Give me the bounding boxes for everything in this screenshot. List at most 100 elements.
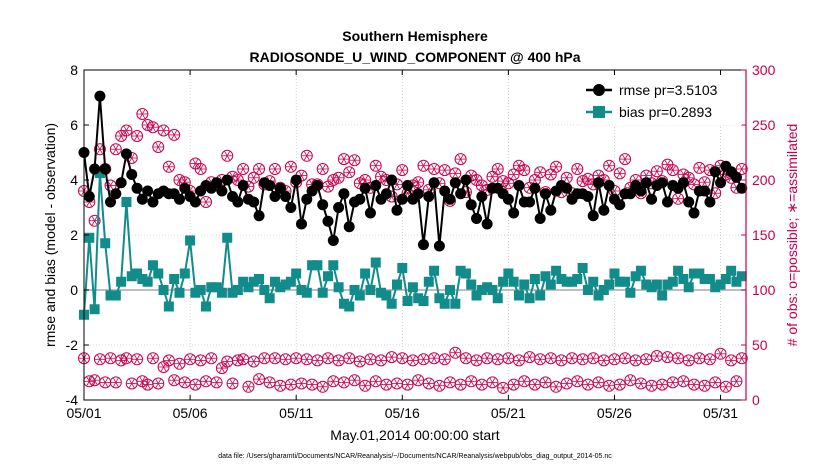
possible-obs-low-point-51 — [348, 374, 361, 387]
possible-obs-low-point-53 — [359, 379, 372, 392]
possible-obs-low-point-117 — [698, 379, 711, 392]
rmse-point-87 — [539, 188, 551, 200]
y2-tick-label-3: 150 — [752, 227, 776, 243]
possible-obs-point-6 — [109, 143, 122, 156]
possible-obs-point-111 — [666, 164, 679, 177]
bias-point-62 — [407, 282, 418, 293]
bias-point-49 — [338, 298, 349, 309]
x-tick-label-5: 05/26 — [597, 405, 632, 421]
rmse-point-42 — [301, 193, 313, 205]
possible-obs-point-33 — [253, 163, 266, 175]
bias-point-97 — [593, 290, 604, 301]
bias-point-16 — [163, 301, 174, 312]
possible-obs-low-point-31 — [242, 380, 255, 393]
bias-point-83 — [519, 279, 530, 290]
possible-obs-low-point-28 — [226, 377, 239, 390]
possible-obs-low-point-18 — [173, 357, 186, 370]
rmse-point-21 — [189, 196, 201, 208]
possible-obs-low-point-113 — [677, 375, 690, 388]
bias-point-28 — [227, 287, 238, 298]
rmse-point-107 — [646, 193, 658, 205]
possible-obs-point-117 — [698, 176, 711, 189]
rmse-point-11 — [136, 193, 148, 205]
possible-obs-low-point-16 — [162, 354, 175, 367]
bias-point-29 — [232, 285, 243, 295]
rmse-point-30 — [237, 180, 249, 191]
bias-point-74 — [471, 290, 482, 301]
possible-obs-point-13 — [146, 121, 159, 134]
possible-obs-point-124 — [735, 163, 748, 175]
bias-point-68 — [439, 298, 450, 309]
bias-point-89 — [551, 265, 562, 276]
bias-point-8 — [121, 197, 132, 207]
rmse-point-48 — [333, 202, 345, 213]
rmse-point-101 — [614, 199, 626, 211]
possible-obs-point-36 — [268, 163, 281, 175]
bias-point-102 — [620, 276, 631, 287]
rmse-point-69 — [444, 193, 456, 205]
possible-obs-low-point-21 — [189, 378, 202, 391]
bias-point-81 — [508, 276, 519, 287]
rmse-point-36 — [269, 191, 281, 202]
rmse-point-54 — [364, 207, 376, 219]
bias-point-69 — [445, 285, 456, 295]
possible-obs-low-point-97 — [592, 376, 605, 389]
rmse-point-72 — [460, 174, 472, 186]
possible-obs-point-60 — [396, 164, 409, 177]
bias-point-123 — [731, 276, 742, 287]
bias-point-9 — [126, 271, 137, 282]
y-tick-label-6: 8 — [70, 62, 78, 78]
possible-obs-low-point-91 — [560, 377, 573, 390]
rmse-point-13 — [147, 196, 159, 208]
rmse-point-57 — [380, 188, 392, 200]
rmse-point-81 — [508, 207, 520, 219]
bias-point-34 — [259, 285, 270, 295]
rmse-point-25 — [211, 177, 223, 189]
bias-point-45 — [317, 287, 328, 298]
bias-point-88 — [545, 279, 556, 290]
possible-obs-low-point-76 — [481, 352, 494, 365]
possible-obs-point-51 — [348, 154, 361, 167]
bias-point-7 — [116, 276, 127, 287]
bias-point-5 — [105, 290, 116, 301]
y-tick-label-4: 4 — [70, 172, 78, 188]
bias-point-115 — [689, 268, 700, 279]
bias-point-11 — [137, 274, 148, 284]
rmse-point-10 — [131, 182, 143, 194]
rmse-point-12 — [142, 185, 154, 197]
possible-obs-low-point-35 — [263, 376, 276, 389]
possible-obs-low-point-103 — [624, 374, 637, 387]
bias-point-58 — [386, 298, 397, 309]
possible-obs-point-81 — [507, 168, 520, 181]
y-tick-label-5: 6 — [70, 117, 78, 133]
bias-point-106 — [641, 279, 652, 290]
possible-obs-point-45 — [316, 163, 329, 175]
bias-point-124 — [736, 271, 747, 282]
rmse-point-67 — [433, 240, 445, 252]
bias-point-93 — [572, 274, 583, 284]
rmse-point-68 — [439, 185, 451, 197]
bias-point-31 — [243, 282, 254, 293]
rmse-point-39 — [285, 202, 297, 213]
bias-point-42 — [301, 287, 312, 298]
bias-point-111 — [667, 276, 678, 287]
rmse-point-4 — [99, 163, 111, 175]
possible-obs-point-11 — [136, 108, 149, 120]
rmse-point-114 — [683, 196, 695, 208]
possible-obs-low-point-49 — [337, 376, 350, 389]
bias-point-73 — [466, 279, 477, 290]
possible-obs-point-14 — [152, 141, 165, 153]
bias-point-91 — [561, 276, 572, 287]
possible-obs-low-point-73 — [465, 375, 478, 388]
y2-tick-label-0: 0 — [752, 392, 760, 408]
bias-point-44 — [312, 260, 323, 271]
bias-point-119 — [710, 282, 721, 293]
x-tick-label-6: 05/31 — [703, 405, 738, 421]
rmse-point-80 — [502, 193, 514, 205]
bias-point-26 — [216, 287, 227, 298]
x-axis-ticks: 05/01 05/06 05/11 05/16 05/21 05/26 05/31 — [66, 70, 738, 421]
possible-obs-low-point-68 — [438, 353, 451, 366]
possible-obs-low-point-56 — [375, 354, 388, 367]
bias-point-13 — [147, 260, 158, 271]
y2-tick-label-4: 200 — [752, 172, 776, 188]
